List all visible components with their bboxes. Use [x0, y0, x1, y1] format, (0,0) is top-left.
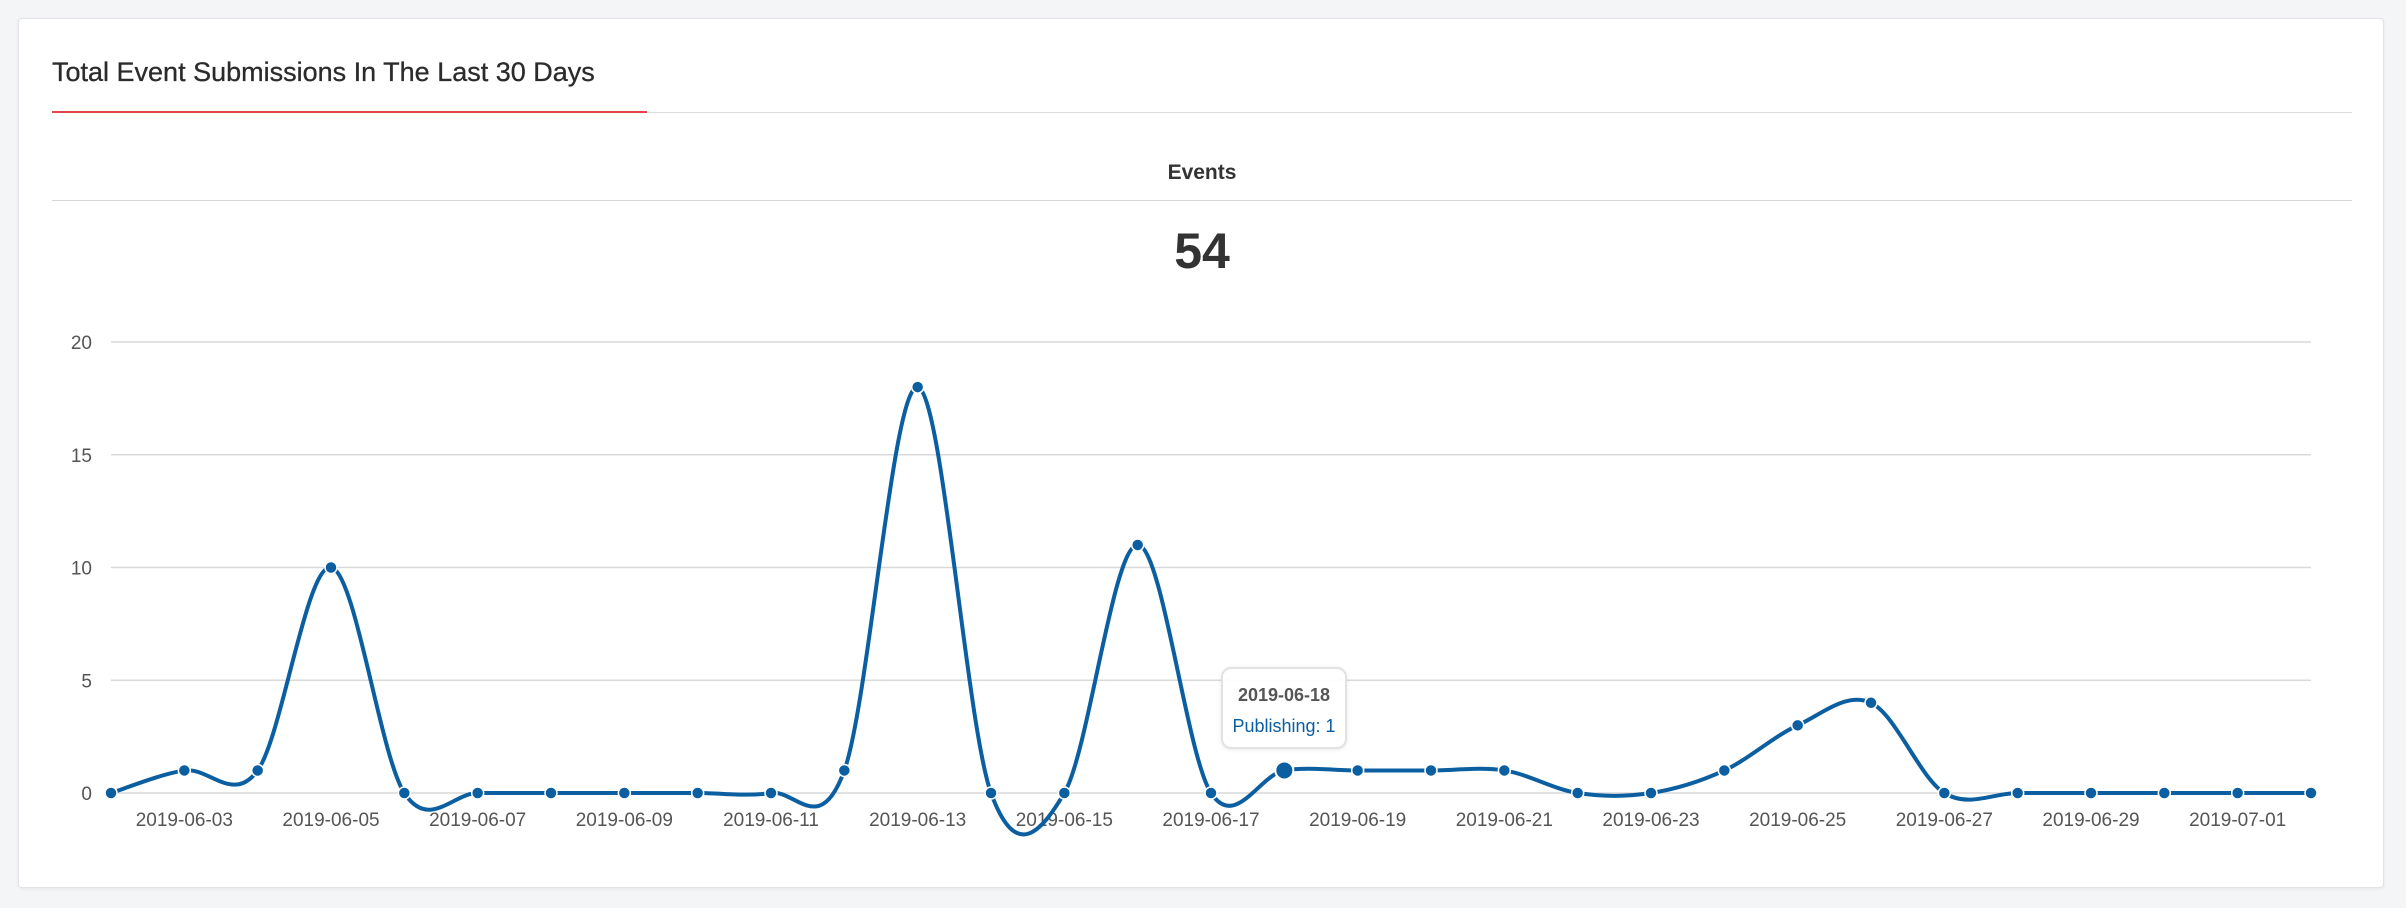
tooltip-value: Publishing: 1: [1232, 716, 1336, 736]
y-tick-label: 0: [81, 784, 92, 805]
series-points: [104, 380, 2318, 800]
series-line: [110, 385, 2311, 837]
y-tick-label: 10: [71, 559, 92, 580]
data-point[interactable]: [1717, 763, 1732, 778]
data-point[interactable]: [690, 786, 705, 800]
x-tick-label: 2019-06-11: [723, 810, 819, 831]
data-point[interactable]: [1130, 538, 1145, 552]
data-point[interactable]: [1790, 718, 1805, 733]
data-point[interactable]: [1424, 763, 1438, 778]
x-tick-label: 2019-06-21: [1456, 810, 1553, 831]
data-point[interactable]: [617, 786, 632, 800]
x-tick-label: 2019-06-15: [1016, 810, 1113, 831]
data-point[interactable]: [910, 380, 925, 394]
data-point[interactable]: [1204, 786, 1218, 800]
x-tick-label: 2019-07-01: [2189, 810, 2286, 831]
data-point[interactable]: [324, 560, 338, 575]
data-point[interactable]: [2304, 786, 2318, 800]
section-divider: [52, 200, 2352, 201]
total-count: 54: [1174, 223, 1230, 279]
grid-lines: [111, 341, 2311, 794]
data-point[interactable]: [2230, 786, 2245, 800]
data-point[interactable]: [1057, 786, 1072, 800]
data-point[interactable]: [1864, 696, 1878, 710]
x-tick-label: 2019-06-09: [576, 810, 673, 831]
y-tick-label: 5: [81, 671, 92, 692]
data-point[interactable]: [397, 786, 412, 800]
data-point[interactable]: [1937, 786, 1952, 800]
section-label: Events: [1167, 161, 1237, 184]
x-tick-label: 2019-06-23: [1602, 810, 1699, 831]
data-point[interactable]: [177, 763, 192, 778]
title-accent-underline: [52, 111, 647, 113]
y-axis-ticks: 0 5 10 15 20: [71, 333, 92, 805]
series-line-path: [110, 385, 2311, 837]
data-point[interactable]: [764, 786, 778, 800]
x-tick-label: 2019-06-25: [1749, 810, 1846, 831]
x-tick-label: 2019-06-03: [136, 810, 233, 831]
data-point[interactable]: [837, 763, 852, 778]
data-point[interactable]: [1644, 786, 1658, 800]
data-point[interactable]: [2157, 786, 2172, 800]
data-point[interactable]: [2010, 786, 2025, 800]
highlighted-data-point[interactable]: [1274, 760, 1295, 781]
x-tick-label: 2019-06-17: [1162, 810, 1259, 831]
title-divider: [52, 112, 2352, 113]
events-card: Total Event Submissions In The Last 30 D…: [18, 18, 2384, 888]
data-point[interactable]: [1497, 763, 1512, 778]
data-point[interactable]: [1570, 786, 1585, 800]
x-tick-label: 2019-06-19: [1309, 810, 1406, 831]
x-tick-label: 2019-06-05: [282, 810, 379, 831]
y-tick-label: 20: [71, 333, 92, 354]
card-title: Total Event Submissions In The Last 30 D…: [52, 57, 595, 87]
data-point[interactable]: [470, 786, 485, 800]
data-point[interactable]: [984, 786, 998, 800]
data-point[interactable]: [544, 786, 558, 800]
data-point[interactable]: [1350, 763, 1365, 778]
y-tick-label: 15: [71, 446, 92, 467]
x-axis-ticks: 2019-06-03 2019-06-05 2019-06-07 2019-06-09…: [136, 810, 2287, 831]
x-tick-label: 2019-06-13: [869, 810, 966, 831]
data-point[interactable]: [104, 786, 118, 800]
x-tick-label: 2019-06-29: [2042, 810, 2139, 831]
tooltip-date: 2019-06-18: [1237, 685, 1331, 705]
data-point[interactable]: [250, 763, 265, 778]
x-tick-label: 2019-06-07: [429, 810, 526, 831]
data-point[interactable]: [2084, 786, 2098, 800]
chart-tooltip: 2019-06-18 Publishing: 1: [1221, 667, 1347, 749]
x-tick-label: 2019-06-27: [1896, 810, 1993, 831]
